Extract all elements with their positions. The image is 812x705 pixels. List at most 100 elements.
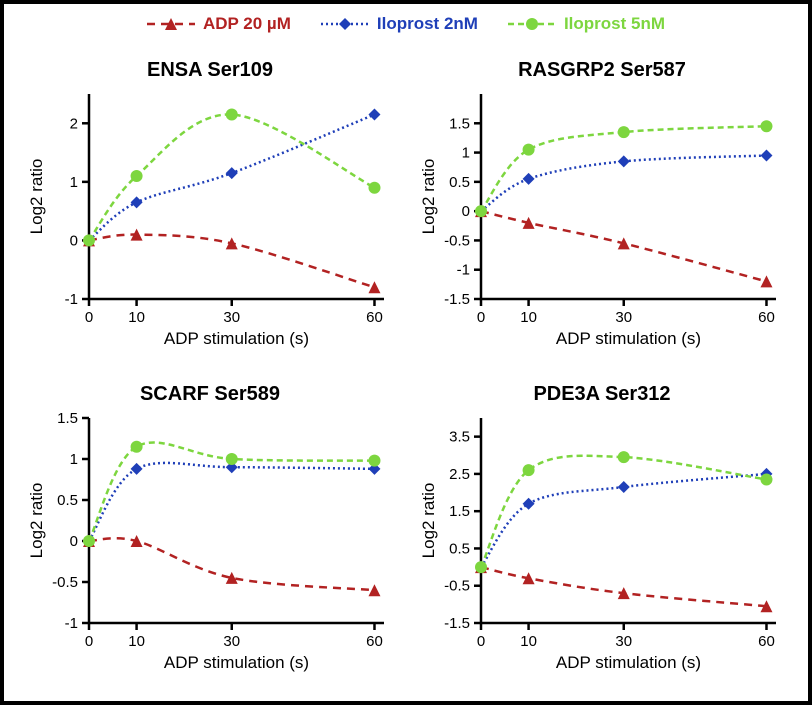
ytick-label: -0.5	[444, 232, 470, 249]
series-marker-adp	[368, 584, 380, 596]
panel-1: RASGRP2 Ser587 -1.5 -1 -0.5 0 0.5 1 1.5 0 10 30 60 L…	[416, 59, 788, 363]
ytick-label: 1.5	[57, 410, 78, 427]
plot-svg-1: -1.5 -1 -0.5 0 0.5 1 1.5 0 10 30 60 Log2 ratio ADP s…	[416, 84, 786, 354]
series-marker-ilo5	[368, 454, 380, 466]
xtick-label: 10	[128, 309, 145, 326]
panel-title-0: ENSA Ser109	[24, 59, 396, 82]
ytick-label: 0.5	[449, 540, 470, 557]
xtick-label: 30	[223, 633, 240, 650]
series-marker-ilo2	[523, 497, 535, 509]
series-marker-ilo5	[83, 535, 95, 547]
series-marker-ilo2	[618, 480, 630, 492]
xtick-label: 60	[758, 309, 775, 326]
series-marker-ilo5	[618, 126, 630, 138]
panel-title-1: RASGRP2 Ser587	[416, 59, 788, 82]
ylabel: Log2 ratio	[419, 482, 438, 558]
legend-item-2: Iloprost 5nM	[508, 14, 665, 34]
xlabel: ADP stimulation (s)	[556, 329, 701, 348]
series-marker-ilo5	[475, 205, 487, 217]
legend: ADP 20 µM Iloprost 2nM Iloprost 5nM	[4, 14, 808, 34]
ytick-label: 2.5	[449, 465, 470, 482]
ytick-label: 0.5	[57, 492, 78, 509]
series-marker-ilo2	[618, 155, 630, 167]
series-marker-ilo2	[131, 462, 143, 474]
series-marker-ilo5	[523, 464, 535, 476]
ytick-label: 0.5	[449, 174, 470, 191]
series-marker-ilo5	[760, 120, 772, 132]
xtick-label: 30	[615, 309, 632, 326]
xtick-label: 60	[366, 633, 383, 650]
series-line-adp	[481, 567, 766, 606]
ytick-label: 2	[70, 115, 78, 132]
ytick-label: 1	[70, 174, 78, 191]
xlabel: ADP stimulation (s)	[164, 329, 309, 348]
ytick-label: 1.5	[449, 115, 470, 132]
series-marker-ilo5	[760, 473, 772, 485]
series-marker-ilo2	[523, 173, 535, 185]
series-marker-ilo5	[368, 182, 380, 194]
ytick-label: 0	[70, 232, 78, 249]
ytick-label: 3.5	[449, 428, 470, 445]
series-marker-ilo2	[368, 109, 380, 121]
series-marker-adp	[226, 237, 238, 249]
series-marker-ilo2	[226, 167, 238, 179]
plot-svg-0: -1 0 1 2 0 10 30 60 Log2 ratio ADP stimulation (s…	[24, 84, 394, 354]
series-marker-ilo5	[226, 109, 238, 121]
series-marker-ilo2	[760, 150, 772, 162]
ytick-label: -1	[65, 615, 78, 632]
xtick-label: 0	[477, 309, 485, 326]
ylabel: Log2 ratio	[27, 482, 46, 558]
series-marker-ilo2	[131, 196, 143, 208]
plot-svg-2: -1 -0.5 0 0.5 1 1.5 0 10 30 60 Log2 ratio ADP stimu…	[24, 408, 394, 678]
legend-label-0: ADP 20 µM	[203, 14, 291, 34]
legend-item-0: ADP 20 µM	[147, 14, 291, 34]
xtick-label: 60	[366, 309, 383, 326]
panel-grid: ENSA Ser109-10120103060Log2 ratioADP sti…	[24, 59, 788, 686]
legend-swatch-0	[147, 15, 195, 33]
panel-0: ENSA Ser109 -1 0 1 2 0 10 30 60 Log2 ratio ADP sti…	[24, 59, 396, 363]
ytick-label: -1.5	[444, 615, 470, 632]
series-line-ilo2	[89, 462, 374, 540]
panel-2: SCARF Ser589 -1 -0.5 0 0.5 1 1.5 0 10 30 60 Log2 ra…	[24, 383, 396, 687]
panel-title-2: SCARF Ser589	[24, 383, 396, 406]
legend-label-2: Iloprost 5nM	[564, 14, 665, 34]
xtick-label: 0	[85, 633, 93, 650]
xtick-label: 30	[615, 633, 632, 650]
ylabel: Log2 ratio	[419, 159, 438, 235]
ytick-label: -1.5	[444, 291, 470, 308]
panel-3: PDE3A Ser312-1.5-0.50.51.52.53.50103060L…	[416, 383, 788, 687]
series-line-ilo5	[481, 126, 766, 211]
ytick-label: 1	[462, 145, 470, 162]
ylabel: Log2 ratio	[27, 159, 46, 235]
series-marker-ilo5	[618, 451, 630, 463]
ytick-label: 1	[70, 451, 78, 468]
series-marker-adp	[760, 275, 772, 287]
series-marker-ilo5	[226, 453, 238, 465]
ytick-label: 0	[70, 533, 78, 550]
panel-title-3: PDE3A Ser312	[416, 383, 788, 406]
legend-label-1: Iloprost 2nM	[377, 14, 478, 34]
xtick-label: 0	[85, 309, 93, 326]
ytick-label: -0.5	[444, 577, 470, 594]
ytick-label: -1	[65, 291, 78, 308]
series-marker-adp	[368, 281, 380, 293]
xtick-label: 30	[223, 309, 240, 326]
legend-swatch-2	[508, 15, 556, 33]
legend-swatch-1	[321, 15, 369, 33]
series-marker-ilo5	[131, 170, 143, 182]
xtick-label: 60	[758, 633, 775, 650]
xtick-label: 10	[520, 309, 537, 326]
xlabel: ADP stimulation (s)	[556, 653, 701, 672]
legend-item-1: Iloprost 2nM	[321, 14, 478, 34]
series-marker-ilo5	[523, 144, 535, 156]
ytick-label: -0.5	[52, 574, 78, 591]
ytick-label: 1.5	[449, 503, 470, 520]
series-marker-ilo5	[83, 234, 95, 246]
series-marker-ilo5	[475, 561, 487, 573]
ytick-label: 0	[462, 203, 470, 220]
ytick-label: -1	[457, 262, 470, 279]
plot-svg-3: -1.5-0.50.51.52.53.50103060Log2 ratioADP…	[416, 408, 786, 678]
xlabel: ADP stimulation (s)	[164, 653, 309, 672]
xtick-label: 10	[128, 633, 145, 650]
xtick-label: 10	[520, 633, 537, 650]
